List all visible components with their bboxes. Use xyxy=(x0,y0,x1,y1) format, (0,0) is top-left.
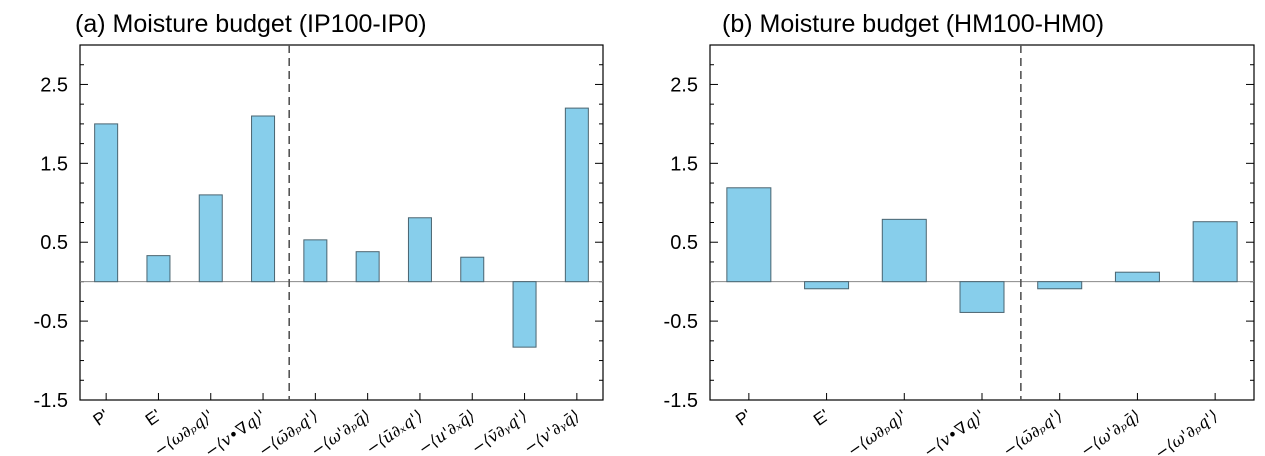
bar xyxy=(564,107,589,283)
bar xyxy=(146,255,171,283)
y-tick-label: 2.5 xyxy=(670,74,698,96)
y-tick-label: 0.5 xyxy=(670,232,698,254)
x-category-label: E' xyxy=(142,406,165,430)
bar xyxy=(1037,281,1083,290)
y-tick-label: -1.5 xyxy=(34,390,68,412)
bar xyxy=(512,281,537,348)
plot-frame xyxy=(709,44,1255,401)
bar xyxy=(355,251,380,283)
bar xyxy=(303,239,328,283)
y-tick-label: -0.5 xyxy=(34,311,68,333)
y-tick-label: 1.5 xyxy=(40,153,68,175)
bar xyxy=(959,281,1005,313)
bar xyxy=(881,218,927,283)
bar xyxy=(251,115,276,283)
chart-title: (b) Moisture budget (HM100-HM0) xyxy=(722,10,1104,38)
bar xyxy=(726,187,772,283)
x-category-label: P' xyxy=(732,406,755,430)
chart-panel-b: (b) Moisture budget (HM100-HM0) 2.5 1.5 0.5… xyxy=(664,10,1255,456)
x-category-label: −⟨ω'∂ₚq̄⟩ xyxy=(307,406,374,456)
y-tick-label: 2.5 xyxy=(40,74,68,96)
bar xyxy=(804,281,850,290)
x-category-label: −⟨v̄∂ᵧq'⟩ xyxy=(468,406,531,456)
x-category-label: −⟨ω∂ₚq⟩' xyxy=(844,406,911,456)
bar xyxy=(1114,271,1160,283)
y-tick-label: 1.5 xyxy=(670,153,698,175)
chart-title: (a) Moisture budget (IP100-IP0) xyxy=(75,10,427,38)
bar xyxy=(198,194,223,283)
x-category-label: −⟨v•∇q⟩' xyxy=(920,406,988,456)
y-tick-label: 0.5 xyxy=(40,232,68,254)
x-category-label: −⟨ω'∂ₚq̄⟩ xyxy=(1077,406,1144,456)
chart-panel-a: (a) Moisture budget (IP100-IP0) 2.5 1.5 0.5… xyxy=(34,10,604,456)
y-tick-label: -1.5 xyxy=(664,390,698,412)
x-category-label: E' xyxy=(810,406,833,430)
bar xyxy=(1192,221,1238,283)
x-category-label: −⟨ω'∂ₚq'⟩ xyxy=(1151,406,1221,456)
x-category-label: P' xyxy=(90,406,113,430)
bar xyxy=(94,123,119,283)
x-category-label: −⟨ω̄∂ₚq'⟩ xyxy=(999,406,1066,456)
x-category-label: −⟨v'∂ᵧq̄⟩ xyxy=(520,406,583,456)
bar xyxy=(407,217,432,283)
x-category-label: −⟨ū∂ₓq'⟩ xyxy=(362,406,426,456)
y-tick-label: -0.5 xyxy=(664,311,698,333)
bar xyxy=(460,256,485,283)
x-category-label: −⟨u'∂ₓq̄⟩ xyxy=(415,406,479,456)
